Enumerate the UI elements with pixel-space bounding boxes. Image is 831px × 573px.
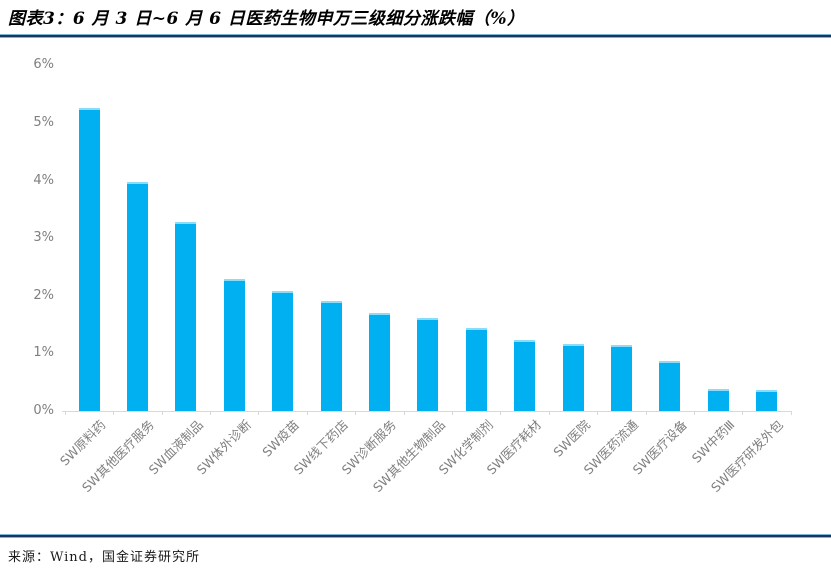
y-axis-tick-label: 6% bbox=[33, 57, 54, 73]
x-axis-tick bbox=[694, 411, 695, 415]
y-axis-tick-label: 3% bbox=[33, 230, 54, 246]
y-axis-tick-label: 5% bbox=[33, 115, 54, 130]
title-divider-rule bbox=[0, 34, 831, 38]
bar bbox=[417, 317, 439, 411]
chart-title: 图表3：6 月 3 日~6 月 6 日医药生物申万三级细分涨跌幅（%） bbox=[8, 9, 525, 29]
bar bbox=[78, 108, 100, 411]
x-axis-tick bbox=[258, 411, 260, 415]
x-axis-tick bbox=[113, 411, 115, 415]
bar bbox=[610, 345, 632, 411]
x-axis-tick bbox=[452, 411, 453, 415]
x-axis-tick bbox=[742, 411, 744, 415]
y-axis-tick-label: 2% bbox=[33, 287, 54, 303]
x-axis-line bbox=[62, 411, 791, 412]
x-axis-tick bbox=[548, 411, 550, 415]
y-axis-tick-label: 1% bbox=[33, 345, 54, 361]
bar bbox=[465, 328, 487, 411]
bar-chart: 0% 1% 2% 3% 4% 5% 6% SW原料药 SW其他医疗服务 SW血液制品 SW体外诊断 S… bbox=[0, 40, 831, 530]
bar bbox=[320, 300, 342, 411]
x-axis-category-label: SW医院 bbox=[549, 417, 593, 460]
bar bbox=[514, 339, 536, 411]
bar bbox=[126, 182, 148, 411]
x-axis-tick bbox=[403, 411, 405, 415]
bar bbox=[562, 344, 584, 411]
x-axis-tick bbox=[64, 411, 66, 415]
bar bbox=[175, 222, 197, 411]
x-axis-category-label: SW疫苗 bbox=[259, 417, 303, 460]
bar bbox=[659, 360, 681, 411]
bar bbox=[368, 312, 390, 411]
x-axis-tick bbox=[210, 411, 211, 415]
x-axis-category-label: SW中药Ⅲ bbox=[689, 417, 738, 466]
x-axis-tick bbox=[355, 411, 357, 415]
y-axis-tick-label: 4% bbox=[33, 172, 54, 188]
bar bbox=[756, 390, 778, 411]
x-axis-tick bbox=[161, 411, 163, 415]
footer-divider-rule bbox=[0, 534, 831, 538]
source-note: 来源：Wind，国金证券研究所 bbox=[8, 550, 200, 565]
x-axis-tick bbox=[597, 411, 599, 415]
x-axis-tick bbox=[645, 411, 647, 415]
x-axis-tick bbox=[790, 411, 792, 415]
x-axis-tick bbox=[500, 411, 502, 415]
bar bbox=[707, 389, 729, 411]
y-axis-tick-label: 0% bbox=[33, 403, 54, 418]
bar bbox=[272, 290, 294, 411]
x-axis-tick bbox=[306, 411, 308, 415]
bar bbox=[223, 279, 245, 411]
